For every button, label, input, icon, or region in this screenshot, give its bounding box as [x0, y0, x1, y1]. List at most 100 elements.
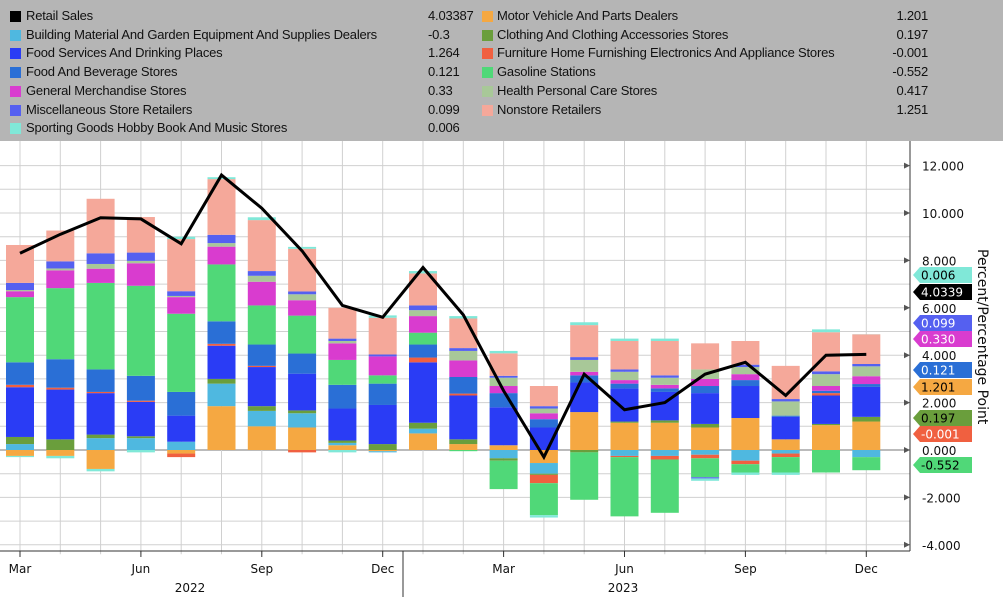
- x-tick-label: Dec: [371, 562, 394, 576]
- value-tag: 4.0339: [913, 284, 972, 300]
- legend-label[interactable]: General Merchandise Stores: [26, 82, 187, 98]
- value-tag: 0.006: [913, 267, 972, 283]
- bar-segment: [449, 377, 478, 394]
- bar-segment: [46, 359, 75, 388]
- bar-segment: [328, 340, 357, 344]
- bar-segment: [46, 270, 75, 289]
- legend-swatch: [10, 48, 21, 60]
- bar-segment: [368, 450, 397, 452]
- bar-segment: [328, 307, 357, 339]
- legend-label[interactable]: Health Personal Care Stores: [497, 82, 658, 98]
- bar-segment: [529, 474, 558, 484]
- legend-label[interactable]: Furniture Home Furnishing Electronics An…: [497, 45, 835, 61]
- bar-segment: [86, 253, 115, 264]
- bar-segment: [126, 260, 155, 264]
- bar-segment: [771, 415, 800, 417]
- legend-swatch: [482, 48, 493, 60]
- legend-value: 0.006: [428, 120, 460, 136]
- bar-segment: [650, 377, 679, 385]
- retail-sales-line-path: [19, 172, 867, 461]
- bar-segment: [167, 441, 196, 450]
- bar-segment: [247, 220, 276, 272]
- bar-segment: [207, 383, 236, 407]
- bar-segment: [409, 357, 437, 363]
- bar-segment: [207, 343, 236, 346]
- bar-segment: [449, 348, 478, 351]
- legend-label[interactable]: Food And Beverage Stores: [26, 64, 178, 80]
- legend-label[interactable]: Sporting Goods Hobby Book And Music Stor…: [26, 120, 288, 136]
- bar-segment: [529, 408, 558, 414]
- legend-label[interactable]: Building Material And Garden Equipment A…: [26, 26, 377, 42]
- bar-segment: [409, 428, 437, 434]
- x-tick-label: Mar: [9, 562, 32, 576]
- value-tag-label: 1.201: [921, 381, 955, 395]
- bar-segment: [288, 300, 317, 316]
- bar-segment: [852, 450, 881, 458]
- bar-segment: [126, 436, 155, 439]
- bar-segment: [409, 271, 437, 274]
- value-tag: 0.330: [913, 331, 972, 347]
- value-tag-label: 4.0339: [921, 286, 963, 300]
- bar-segment: [167, 236, 196, 240]
- value-tag-label: 0.006: [921, 269, 955, 283]
- bar-segment: [46, 389, 75, 440]
- bar-segment: [86, 198, 115, 254]
- bar-segment: [6, 290, 34, 292]
- bar-segment: [529, 413, 558, 420]
- legend-label[interactable]: Nonstore Retailers: [497, 101, 602, 117]
- legend-label[interactable]: Food Services And Drinking Places: [26, 45, 223, 61]
- bar-segment: [167, 313, 196, 392]
- bar-segment: [691, 478, 720, 481]
- value-tag-label: -0.552: [921, 459, 960, 473]
- bar-segment: [650, 340, 679, 376]
- x-tick-label: Jun: [131, 562, 151, 576]
- bar-segment: [812, 450, 840, 473]
- bar-segment: [288, 450, 317, 453]
- legend-label[interactable]: Miscellaneous Store Retailers: [26, 101, 193, 117]
- bar-segment: [368, 317, 397, 355]
- y-tick-label: -2.000: [922, 491, 961, 505]
- bar-segment: [691, 454, 720, 459]
- bar-segment: [570, 359, 599, 372]
- bar-segment: [812, 390, 840, 394]
- bar-segment: [86, 369, 115, 392]
- bar-segment: [610, 450, 639, 456]
- bar-segment: [529, 473, 558, 475]
- bar-segment: [852, 457, 881, 471]
- bar-segment: [207, 345, 236, 379]
- bar-segment: [46, 288, 75, 360]
- bar-segment: [207, 406, 236, 450]
- y-tick-label: 10.000: [922, 207, 964, 221]
- bar-segment: [46, 455, 75, 459]
- bar-segment: [409, 305, 437, 311]
- legend-label[interactable]: Motor Vehicle And Parts Dealers: [497, 8, 678, 23]
- bar-segment: [368, 444, 397, 450]
- bar-segment: [610, 455, 639, 458]
- legend-label[interactable]: Retail Sales: [26, 8, 93, 23]
- bar-segment: [167, 450, 196, 454]
- bar-segment: [529, 406, 558, 409]
- bar-segment: [852, 376, 881, 385]
- y-tick: [904, 304, 910, 311]
- bar-segment: [570, 375, 599, 383]
- legend-label[interactable]: Clothing And Clothing Accessories Stores: [497, 26, 729, 42]
- bar-segment: [529, 386, 558, 407]
- bar-segment: [6, 282, 34, 291]
- y-tick: [904, 447, 910, 453]
- bar-segment: [46, 450, 75, 456]
- bar-segment: [731, 340, 760, 365]
- stacked-bar-chart: 12.000 10.000 8.000 6.000 4.000 2.000 0.000 -2.…: [0, 141, 990, 597]
- bar-segment: [650, 459, 679, 513]
- legend-swatch: [10, 11, 21, 22]
- bar-segment: [368, 354, 397, 357]
- bar-segment: [570, 322, 599, 326]
- bar-segment: [247, 217, 276, 221]
- value-tag: -0.552: [913, 457, 972, 473]
- legend-value: -0.552: [892, 64, 928, 80]
- bar-segment: [852, 416, 881, 422]
- bar-segment: [691, 343, 720, 370]
- bar-segment: [409, 344, 437, 358]
- legend-label[interactable]: Gasoline Stations: [497, 64, 596, 80]
- bar-segment: [288, 246, 317, 249]
- legend-swatch: [482, 85, 493, 97]
